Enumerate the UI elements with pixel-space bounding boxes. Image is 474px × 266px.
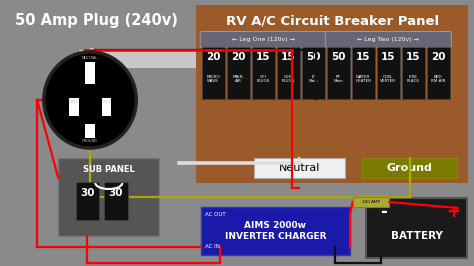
Text: +: + bbox=[446, 203, 460, 221]
Bar bbox=[252, 47, 275, 99]
Bar bbox=[76, 182, 99, 220]
Bar bbox=[377, 47, 400, 99]
Circle shape bbox=[44, 52, 136, 148]
Bar bbox=[352, 47, 375, 99]
Text: AC IN: AC IN bbox=[205, 244, 219, 250]
Text: MAIN
AIR: MAIN AIR bbox=[233, 75, 244, 83]
Text: HOT1: HOT1 bbox=[69, 100, 79, 104]
Bar bbox=[104, 182, 128, 220]
Text: 50 Amp Plug (240v): 50 Amp Plug (240v) bbox=[15, 13, 178, 28]
Text: 50: 50 bbox=[306, 52, 320, 62]
Text: 15: 15 bbox=[256, 52, 271, 62]
Bar bbox=[79, 50, 101, 135]
Text: 20: 20 bbox=[231, 52, 246, 62]
Bar bbox=[402, 47, 425, 99]
Text: CON-
VERTER: CON- VERTER bbox=[380, 75, 396, 83]
Text: 15: 15 bbox=[406, 52, 420, 62]
Bar bbox=[58, 158, 159, 236]
Bar bbox=[227, 47, 250, 99]
FancyBboxPatch shape bbox=[200, 31, 326, 48]
Text: BATTERY: BATTERY bbox=[391, 231, 443, 241]
Text: Ground: Ground bbox=[387, 163, 432, 173]
Text: 30: 30 bbox=[80, 188, 94, 198]
Text: 30: 30 bbox=[109, 188, 123, 198]
Text: RT
Main: RT Main bbox=[333, 75, 343, 83]
Bar bbox=[69, 98, 79, 116]
Text: GEN
PLUGS: GEN PLUGS bbox=[282, 75, 295, 83]
Text: SUB PANEL: SUB PANEL bbox=[83, 165, 135, 174]
Bar bbox=[101, 98, 111, 116]
Text: GFI
PLUGS: GFI PLUGS bbox=[256, 75, 270, 83]
Text: 20: 20 bbox=[431, 52, 446, 62]
Text: LT
Main: LT Main bbox=[309, 75, 318, 83]
Text: AIMS 2000w
INVERTER CHARGER: AIMS 2000w INVERTER CHARGER bbox=[225, 221, 326, 241]
Bar bbox=[254, 158, 345, 178]
Text: AC OUT: AC OUT bbox=[205, 213, 225, 218]
Text: 15: 15 bbox=[281, 52, 295, 62]
Text: 50: 50 bbox=[331, 52, 346, 62]
Bar bbox=[78, 50, 102, 62]
Text: 15: 15 bbox=[381, 52, 396, 62]
Bar bbox=[79, 50, 196, 68]
Bar bbox=[363, 158, 456, 178]
Bar bbox=[302, 47, 325, 99]
Text: ← Leg Two (120v) →: ← Leg Two (120v) → bbox=[357, 37, 419, 42]
Text: Neutral: Neutral bbox=[279, 163, 320, 173]
Bar bbox=[85, 62, 95, 84]
Bar bbox=[327, 47, 350, 99]
Text: WATER
HEATER: WATER HEATER bbox=[356, 75, 372, 83]
Bar bbox=[201, 207, 350, 255]
Text: HOT2: HOT2 bbox=[101, 100, 111, 104]
Bar bbox=[366, 198, 467, 258]
Bar bbox=[201, 47, 225, 99]
Text: 20: 20 bbox=[206, 52, 220, 62]
Bar bbox=[277, 47, 300, 99]
Text: 15: 15 bbox=[356, 52, 371, 62]
Text: 300 AMP: 300 AMP bbox=[362, 200, 380, 204]
Bar bbox=[196, 5, 468, 183]
Bar bbox=[353, 197, 389, 207]
Text: GROUND: GROUND bbox=[82, 139, 98, 143]
Text: MICRO
WAVE: MICRO WAVE bbox=[206, 75, 220, 83]
Bar bbox=[427, 47, 450, 99]
Text: RV A/C Circuit Breaker Panel: RV A/C Circuit Breaker Panel bbox=[226, 15, 438, 27]
Bar bbox=[85, 124, 95, 138]
FancyBboxPatch shape bbox=[325, 31, 451, 48]
Text: ← Leg One (120v) →: ← Leg One (120v) → bbox=[232, 37, 295, 42]
Text: NEUTRAL: NEUTRAL bbox=[82, 56, 98, 60]
Text: FIRE
PLACE: FIRE PLACE bbox=[407, 75, 420, 83]
Text: BED
RM AIR: BED RM AIR bbox=[431, 75, 446, 83]
Text: -: - bbox=[380, 203, 387, 221]
